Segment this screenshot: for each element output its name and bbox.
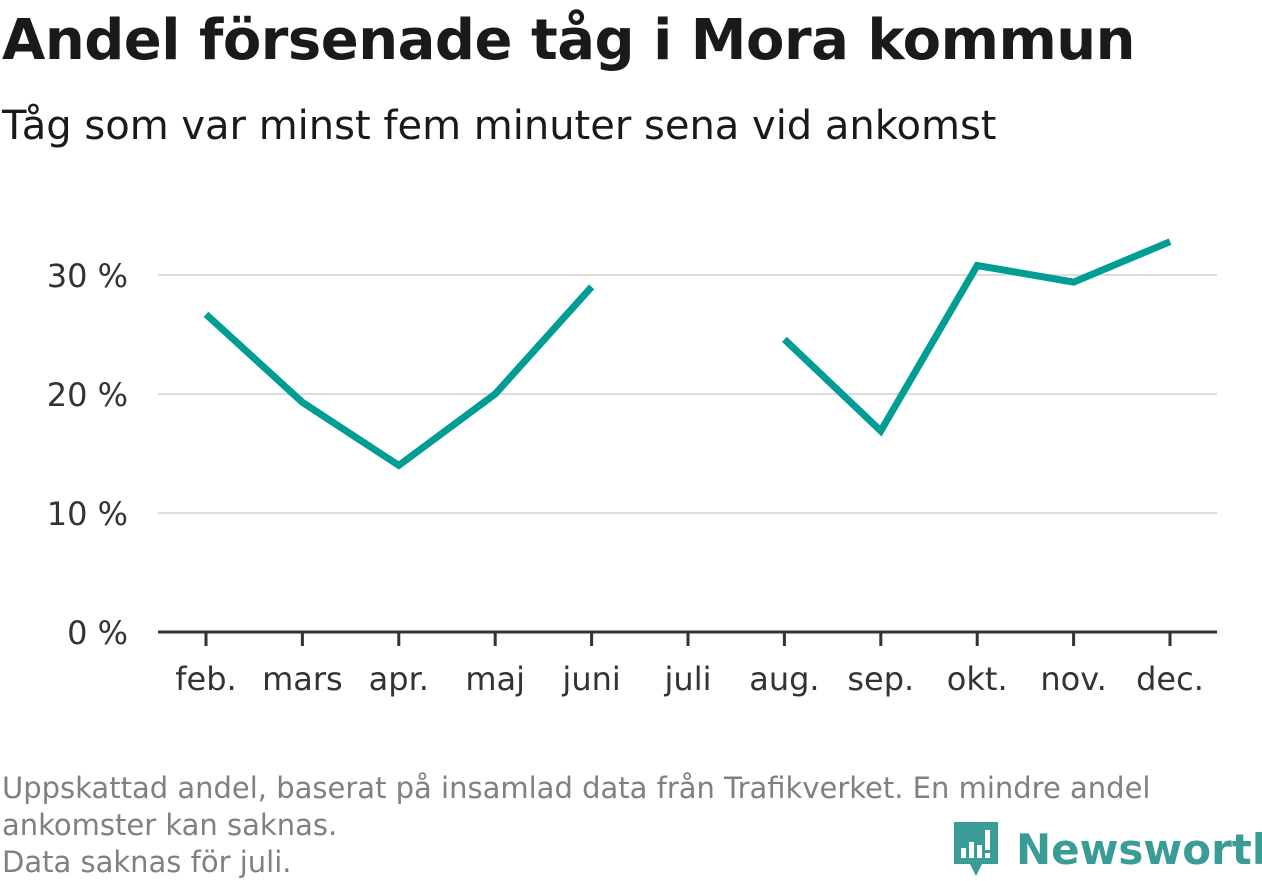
x-tick-label: juli [664,660,712,698]
newsworthy-logo-icon [954,822,998,876]
x-tick-label: apr. [369,660,429,698]
x-ticks [204,632,1172,646]
x-tick-label: nov. [1040,660,1106,698]
series-lines [203,238,1172,470]
y-tick-label: 10 % [47,495,128,533]
x-tick-label: juni [561,660,620,698]
footnote-line-1: Uppskattad andel, baserat på insamlad da… [2,771,1151,805]
footnote-line-2: ankomster kan saknas. [2,808,338,842]
x-tick-label: mars [262,660,343,698]
y-tick-label: 30 % [47,257,128,295]
x-tick-labels: feb. mars apr. maj juni juli aug. sep. okt. nov. d… [175,660,1204,698]
grid-lines [158,274,1217,514]
footnote-line-3: Data saknas för juli. [2,845,292,879]
chart-title: Andel försenade tåg i Mora kommun [2,8,1136,73]
x-tick-label: aug. [749,660,819,698]
series-line-segment [203,284,595,470]
x-tick-label: okt. [947,660,1008,698]
brand-name: Newsworthy [1016,824,1262,874]
y-tick-label: 20 % [47,376,128,414]
y-tick-labels: 0 % 10 % 20 % 30 % [47,257,128,652]
chart-subtitle: Tåg som var minst fem minuter sena vid a… [2,103,997,149]
footnote: Uppskattad andel, baserat på insamlad da… [2,770,1252,881]
x-tick-label: sep. [847,660,914,698]
x-tick-label: feb. [175,660,236,698]
x-tick-label: dec. [1136,660,1204,698]
line-chart: 0 % 10 % 20 % 30 % feb. mars apr. maj juni juli a… [47,238,1217,698]
brand-logo: Newsworthy [950,818,1262,880]
series-line-segment [781,238,1172,437]
x-tick-label: maj [465,660,525,698]
y-tick-label: 0 % [67,614,128,652]
